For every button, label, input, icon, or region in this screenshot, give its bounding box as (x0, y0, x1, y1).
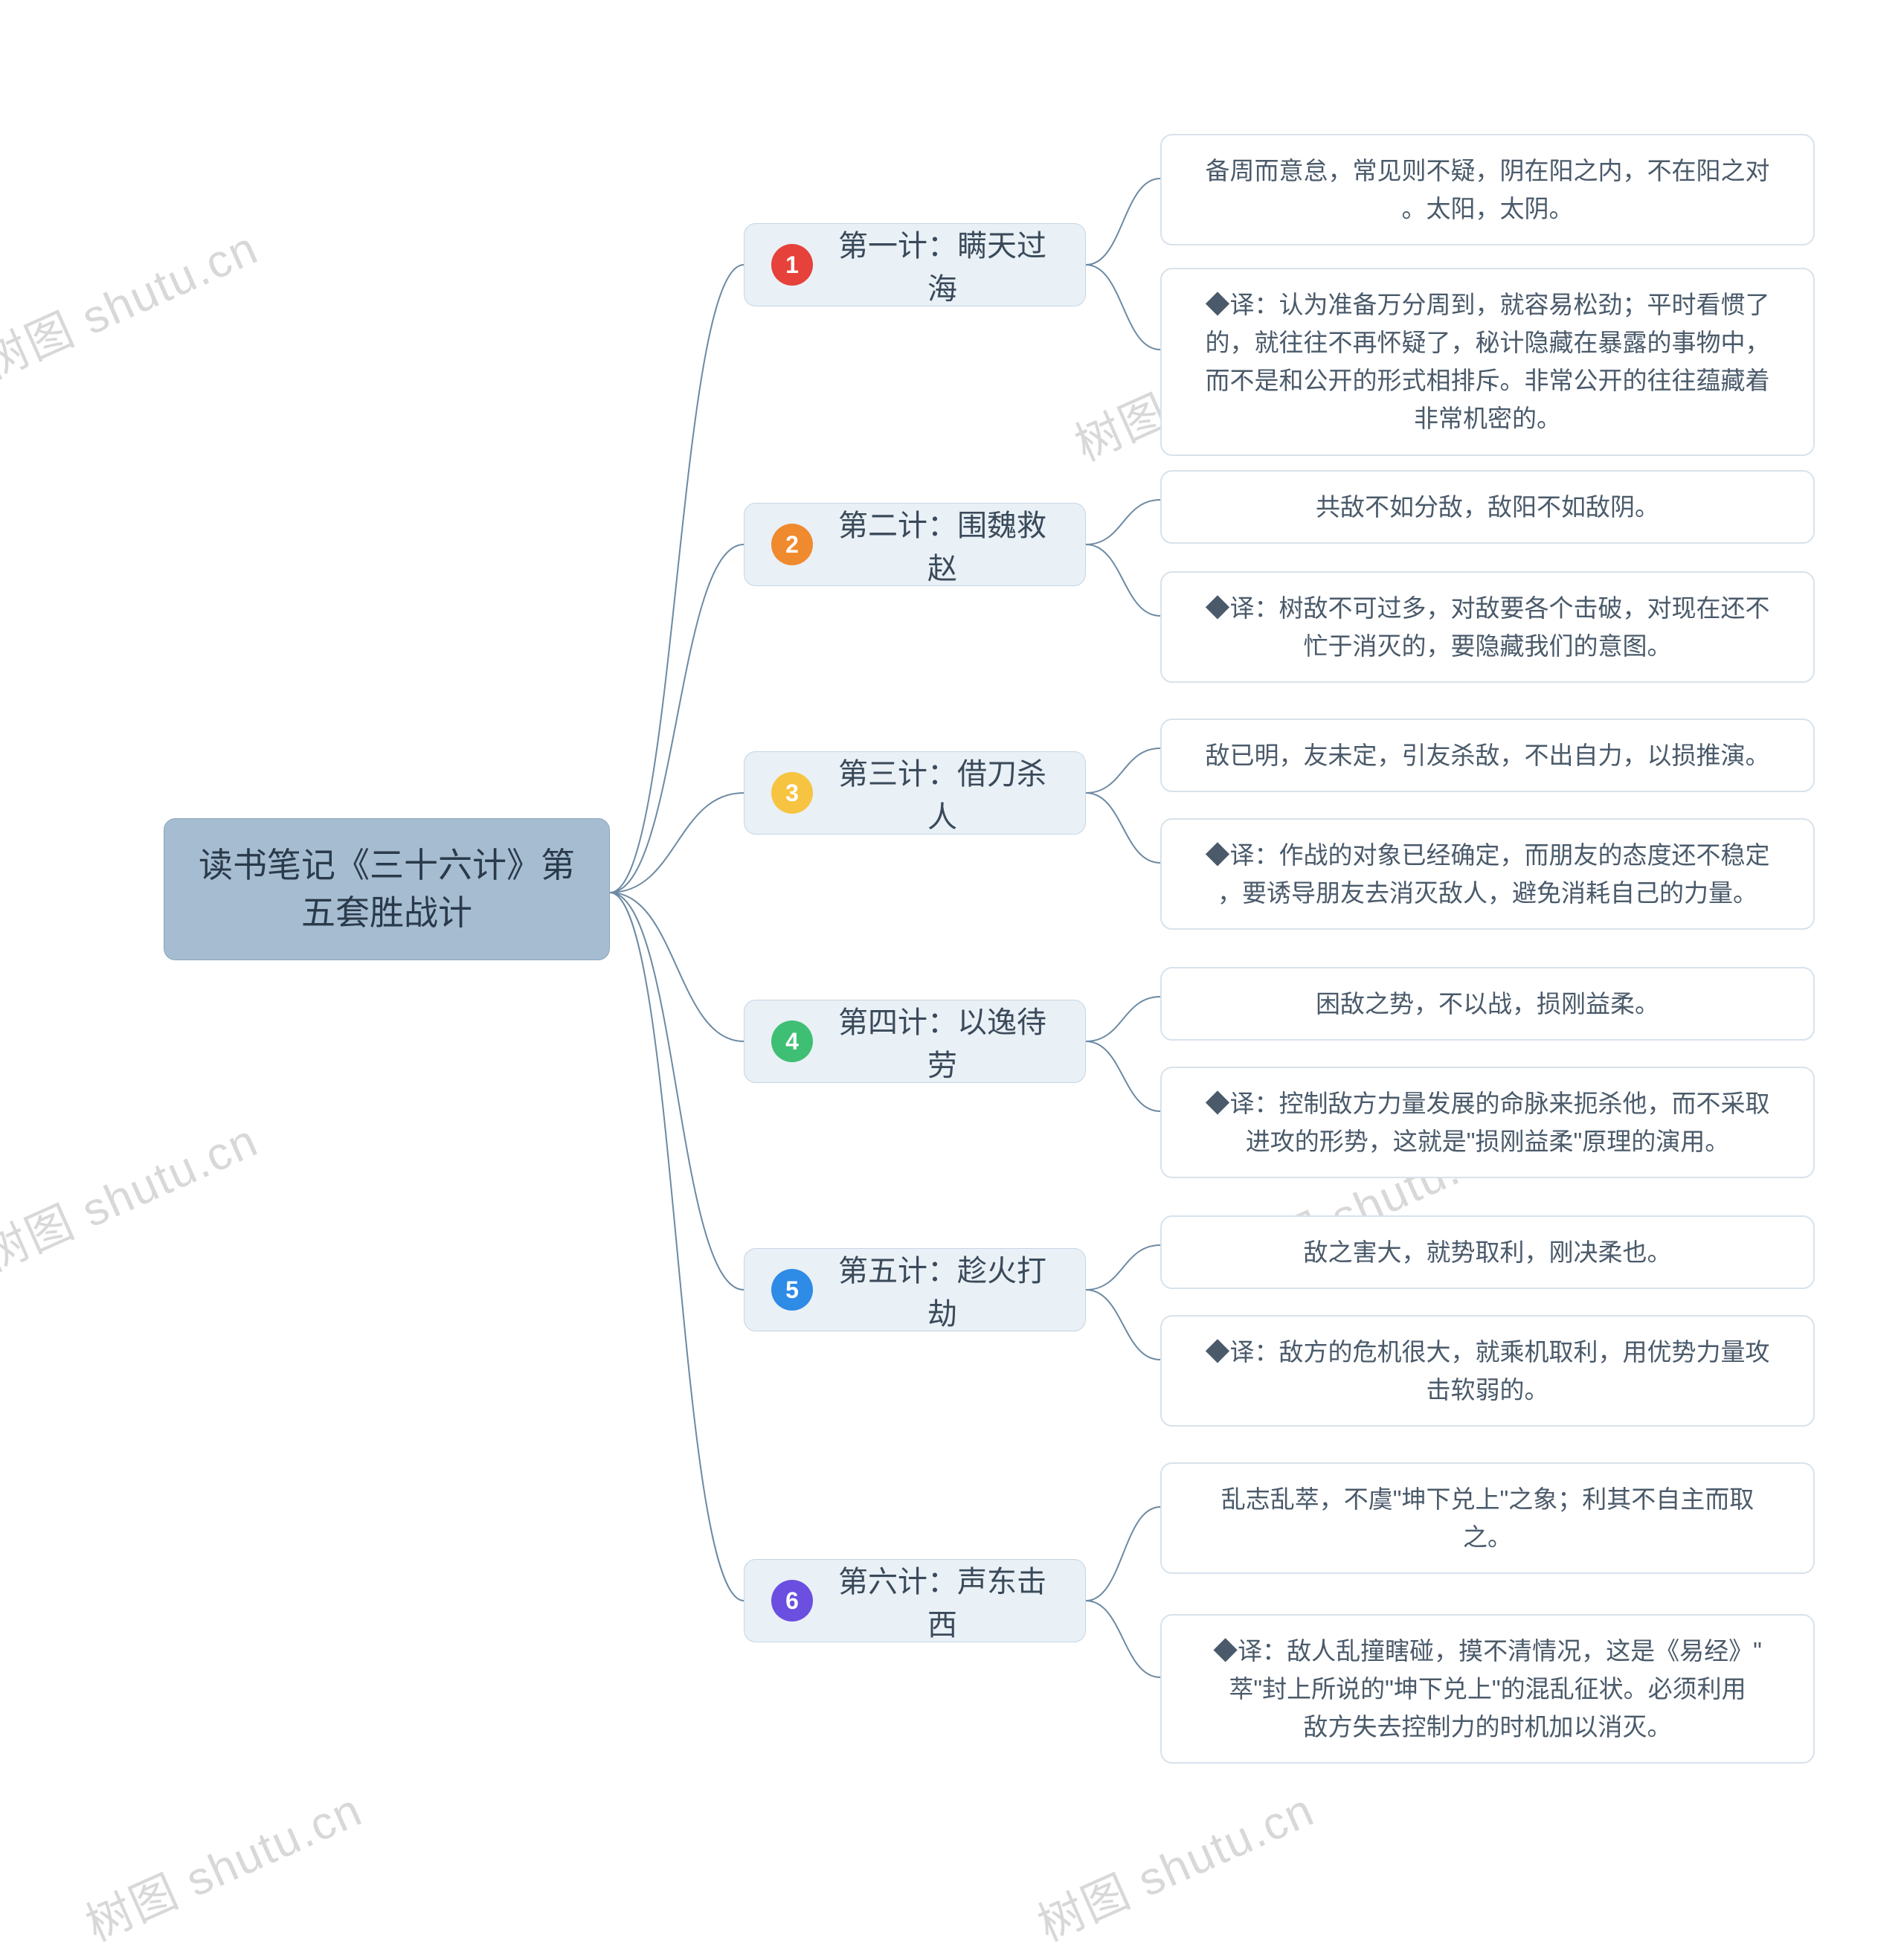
root-label: 读书笔记《三十六计》第五套胜战计 (199, 841, 575, 937)
leaf-1-2-text: ◆译：认为准备万分周到，就容易松劲；平时看惯了的，就往往不再怀疑了，秘计隐藏在暴… (1206, 286, 1770, 438)
branch-5-label: 第五计：趁火打劫 (829, 1247, 1055, 1333)
branch-6-label: 第六计：声东击西 (829, 1558, 1055, 1644)
badge-1: 1 (771, 244, 813, 286)
watermark: 树图 shutu.cn (74, 1773, 371, 1954)
root-node[interactable]: 读书笔记《三十六计》第五套胜战计 (164, 818, 610, 960)
branch-1[interactable]: 1 第一计：瞒天过海 (744, 223, 1086, 306)
branch-2[interactable]: 2 第二计：围魏救赵 (744, 503, 1086, 586)
leaf-3-2-text: ◆译：作战的对象已经确定，而朋友的态度还不稳定，要诱导朋友去消灭敌人，避免消耗自… (1206, 836, 1770, 912)
leaf-5-1-text: 敌之害大，就势取利，刚决柔也。 (1304, 1233, 1672, 1271)
badge-5: 5 (771, 1269, 813, 1311)
leaf-6-2-text: ◆译：敌人乱撞瞎碰，摸不清情况，这是《易经》"萃"封上所说的"坤下兑上"的混乱征… (1213, 1632, 1762, 1746)
leaf-2-1-text: 共敌不如分敌，敌阳不如敌阴。 (1316, 488, 1659, 526)
branch-4-label: 第四计：以逸待劳 (829, 998, 1055, 1084)
branch-2-label: 第二计：围魏救赵 (829, 501, 1055, 588)
branch-3[interactable]: 3 第三计：借刀杀人 (744, 751, 1086, 835)
leaf-1-1-text: 备周而意怠，常见则不疑，阴在阳之内，不在阳之对。太阳，太阴。 (1206, 152, 1770, 228)
leaf-1-2[interactable]: ◆译：认为准备万分周到，就容易松劲；平时看惯了的，就往往不再怀疑了，秘计隐藏在暴… (1160, 268, 1815, 456)
leaf-2-2-text: ◆译：树敌不可过多，对敌要各个击破，对现在还不忙于消灭的，要隐藏我们的意图。 (1206, 589, 1770, 665)
leaf-6-1[interactable]: 乱志乱萃，不虞"坤下兑上"之象；利其不自主而取之。 (1160, 1462, 1815, 1574)
leaf-5-2[interactable]: ◆译：敌方的危机很大，就乘机取利，用优势力量攻击软弱的。 (1160, 1315, 1815, 1427)
leaf-4-2-text: ◆译：控制敌方力量发展的命脉来扼杀他，而不采取进攻的形势，这就是"损刚益柔"原理… (1206, 1084, 1770, 1160)
badge-4: 4 (771, 1021, 813, 1062)
watermark: 树图 shutu.cn (1026, 1773, 1323, 1954)
branch-4[interactable]: 4 第四计：以逸待劳 (744, 1000, 1086, 1083)
badge-2: 2 (771, 524, 813, 565)
branch-1-label: 第一计：瞒天过海 (829, 222, 1055, 308)
leaf-1-1[interactable]: 备周而意怠，常见则不疑，阴在阳之内，不在阳之对。太阳，太阴。 (1160, 134, 1815, 245)
leaf-5-1[interactable]: 敌之害大，就势取利，刚决柔也。 (1160, 1215, 1815, 1289)
branch-3-label: 第三计：借刀杀人 (829, 750, 1055, 836)
watermark: 树图 shutu.cn (0, 1103, 267, 1285)
leaf-5-2-text: ◆译：敌方的危机很大，就乘机取利，用优势力量攻击软弱的。 (1206, 1333, 1770, 1409)
leaf-6-2[interactable]: ◆译：敌人乱撞瞎碰，摸不清情况，这是《易经》"萃"封上所说的"坤下兑上"的混乱征… (1160, 1614, 1815, 1764)
leaf-3-1[interactable]: 敌已明，友未定，引友杀敌，不出自力，以损推演。 (1160, 719, 1815, 792)
leaf-3-1-text: 敌已明，友未定，引友杀敌，不出自力，以损推演。 (1206, 736, 1770, 774)
leaf-4-2[interactable]: ◆译：控制敌方力量发展的命脉来扼杀他，而不采取进攻的形势，这就是"损刚益柔"原理… (1160, 1067, 1815, 1178)
leaf-6-1-text: 乱志乱萃，不虞"坤下兑上"之象；利其不自主而取之。 (1221, 1480, 1754, 1556)
badge-6: 6 (771, 1580, 813, 1622)
leaf-3-2[interactable]: ◆译：作战的对象已经确定，而朋友的态度还不稳定，要诱导朋友去消灭敌人，避免消耗自… (1160, 818, 1815, 930)
branch-6[interactable]: 6 第六计：声东击西 (744, 1559, 1086, 1642)
leaf-4-1[interactable]: 困敌之势，不以战，损刚益柔。 (1160, 967, 1815, 1041)
leaf-2-1[interactable]: 共敌不如分敌，敌阳不如敌阴。 (1160, 470, 1815, 544)
branch-5[interactable]: 5 第五计：趁火打劫 (744, 1248, 1086, 1331)
leaf-2-2[interactable]: ◆译：树敌不可过多，对敌要各个击破，对现在还不忙于消灭的，要隐藏我们的意图。 (1160, 571, 1815, 683)
leaf-4-1-text: 困敌之势，不以战，损刚益柔。 (1316, 985, 1659, 1023)
badge-3: 3 (771, 772, 813, 814)
watermark: 树图 shutu.cn (0, 210, 267, 392)
